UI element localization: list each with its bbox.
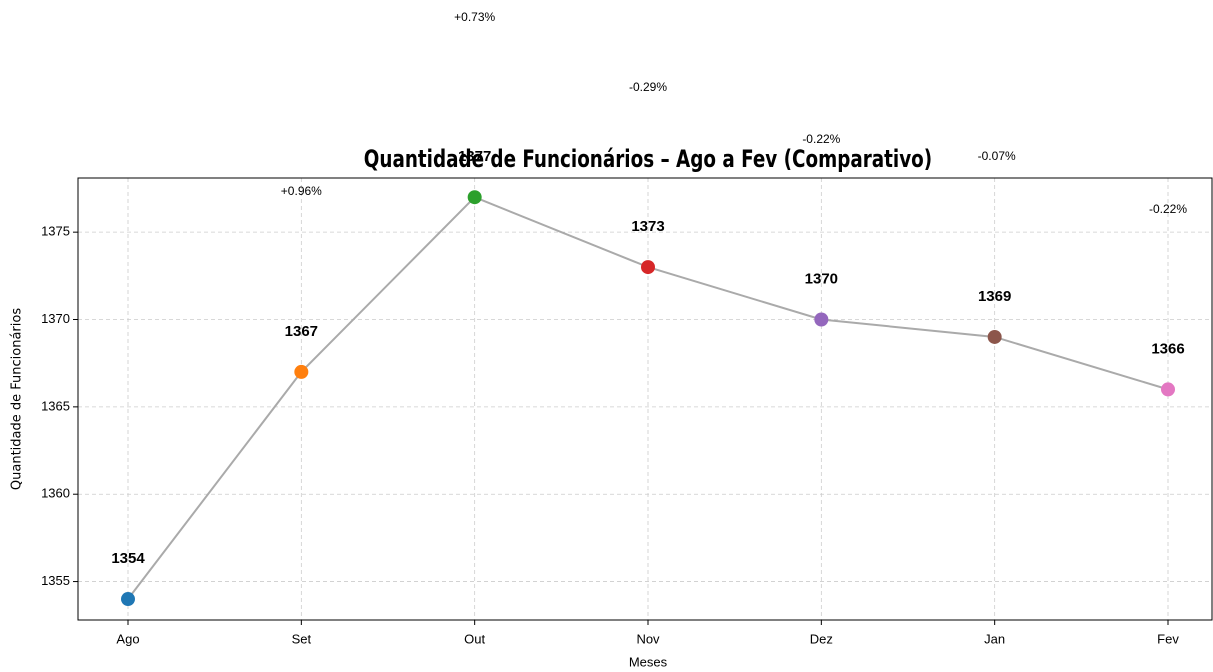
annotation: -0.22% <box>1149 202 1187 216</box>
value-label: 1369 <box>978 288 1011 305</box>
x-tick-label: Fev <box>1157 631 1179 646</box>
point <box>1161 382 1175 397</box>
x-tick-label: Ago <box>116 631 139 646</box>
y-tick-label: 1370 <box>41 311 70 326</box>
point <box>294 364 309 379</box>
y-tick-label: 1365 <box>41 398 70 413</box>
chart-title: Quantidade de Funcionários – Ago a Fev (… <box>364 145 932 173</box>
value-label: 1370 <box>805 270 838 287</box>
x-tick-label: Set <box>292 631 312 646</box>
value-label: 1377 <box>458 148 491 165</box>
x-tick-label: Nov <box>636 631 660 646</box>
point <box>987 329 1002 344</box>
x-tick-label: Jan <box>984 631 1005 646</box>
value-label: 1366 <box>1151 340 1184 357</box>
point <box>814 312 829 327</box>
y-tick-label: 1360 <box>41 486 70 501</box>
x-tick-label: Out <box>464 631 485 646</box>
annotation: +0.96% <box>281 184 322 198</box>
y-tick-label: 1355 <box>41 573 70 588</box>
y-tick-label: 1375 <box>41 224 70 239</box>
point <box>121 592 135 607</box>
annotation: -0.22% <box>802 132 840 146</box>
x-axis-label: Meses <box>629 654 668 669</box>
annotation: -0.07% <box>978 149 1016 163</box>
annotation: +0.73% <box>454 10 495 24</box>
plot-frame <box>77 177 1213 621</box>
x-tick-label: Dez <box>810 631 833 646</box>
value-label: 1373 <box>631 218 664 235</box>
point <box>467 190 482 205</box>
value-label: 1354 <box>111 550 145 567</box>
annotation: -0.29% <box>629 80 667 94</box>
point <box>641 260 655 275</box>
y-axis-label: Quantidade de Funcionários <box>10 308 25 490</box>
value-label: 1367 <box>285 323 318 340</box>
